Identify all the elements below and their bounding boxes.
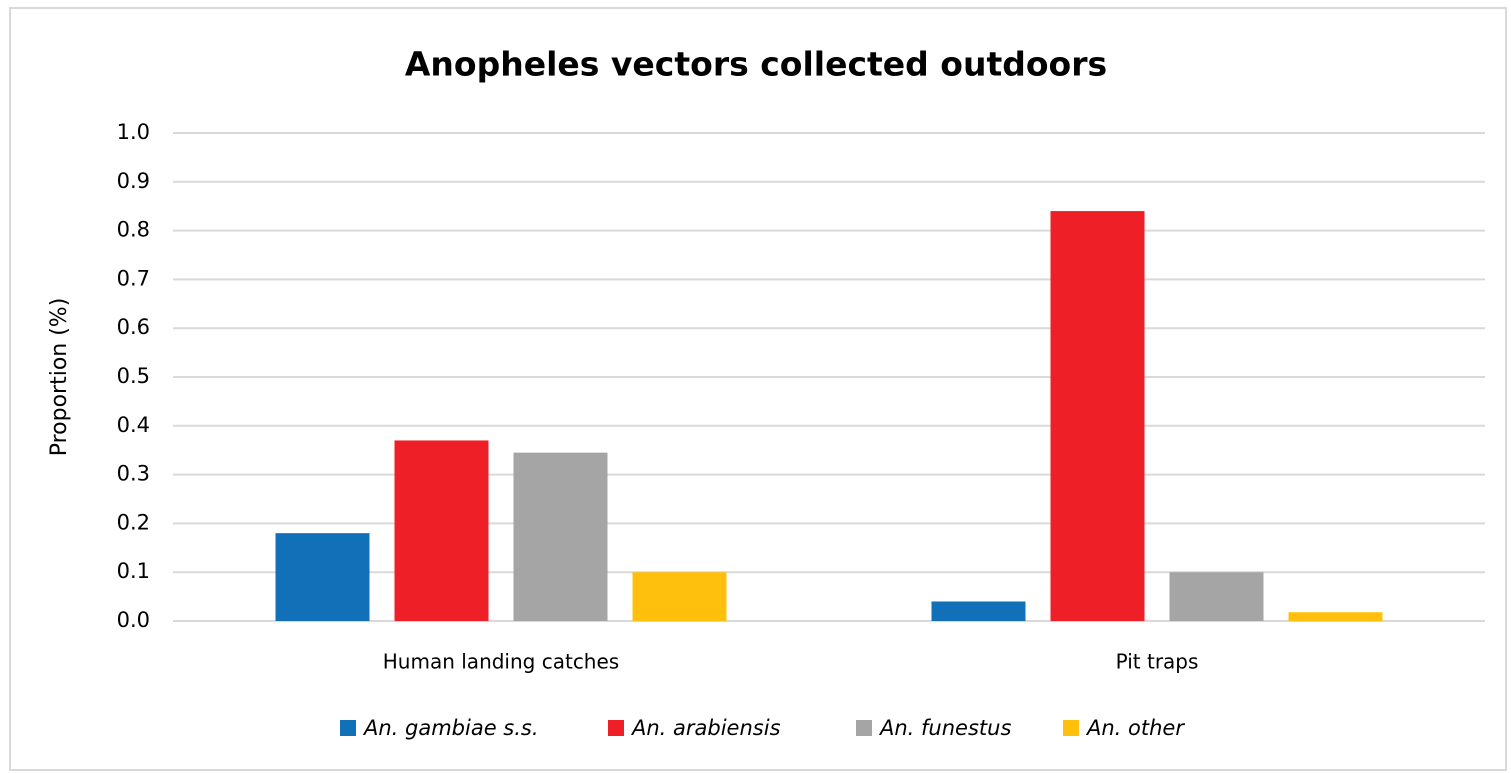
legend-swatch (608, 720, 624, 736)
x-tick-label: Human landing catches (383, 650, 619, 674)
y-tick-label: 0.4 (117, 413, 150, 437)
bar (394, 440, 489, 621)
y-axis-label: Proportion (%) (47, 298, 72, 457)
bar (931, 601, 1026, 621)
y-tick-label: 0.7 (117, 266, 150, 290)
y-tick-label: 0.9 (117, 169, 150, 193)
bar (1169, 572, 1264, 621)
legend-label: An. arabiensis (630, 716, 781, 740)
y-tick-label: 0.1 (117, 559, 150, 583)
y-tick-label: 0.8 (117, 218, 150, 242)
bar (632, 572, 727, 621)
bar (275, 533, 370, 621)
y-tick-label: 1.0 (117, 120, 150, 144)
chart-title: Anopheles vectors collected outdoors (405, 45, 1107, 84)
y-tick-label: 0.2 (117, 510, 150, 534)
legend-label: An. gambiae s.s. (362, 716, 539, 740)
y-tick-label: 0.5 (117, 364, 150, 388)
x-tick-label: Pit traps (1116, 650, 1199, 674)
bar (1050, 211, 1145, 621)
bar (1288, 612, 1383, 621)
legend-label: An. funestus (878, 716, 1011, 740)
legend-swatch (1063, 720, 1079, 736)
legend-swatch (856, 720, 872, 736)
y-tick-label: 0.0 (117, 608, 150, 632)
legend-label: An. other (1085, 716, 1185, 740)
legend-swatch (340, 720, 356, 736)
bar (513, 452, 608, 621)
chart-border (9, 7, 1507, 771)
y-tick-label: 0.6 (117, 315, 150, 339)
y-tick-label: 0.3 (117, 462, 150, 486)
